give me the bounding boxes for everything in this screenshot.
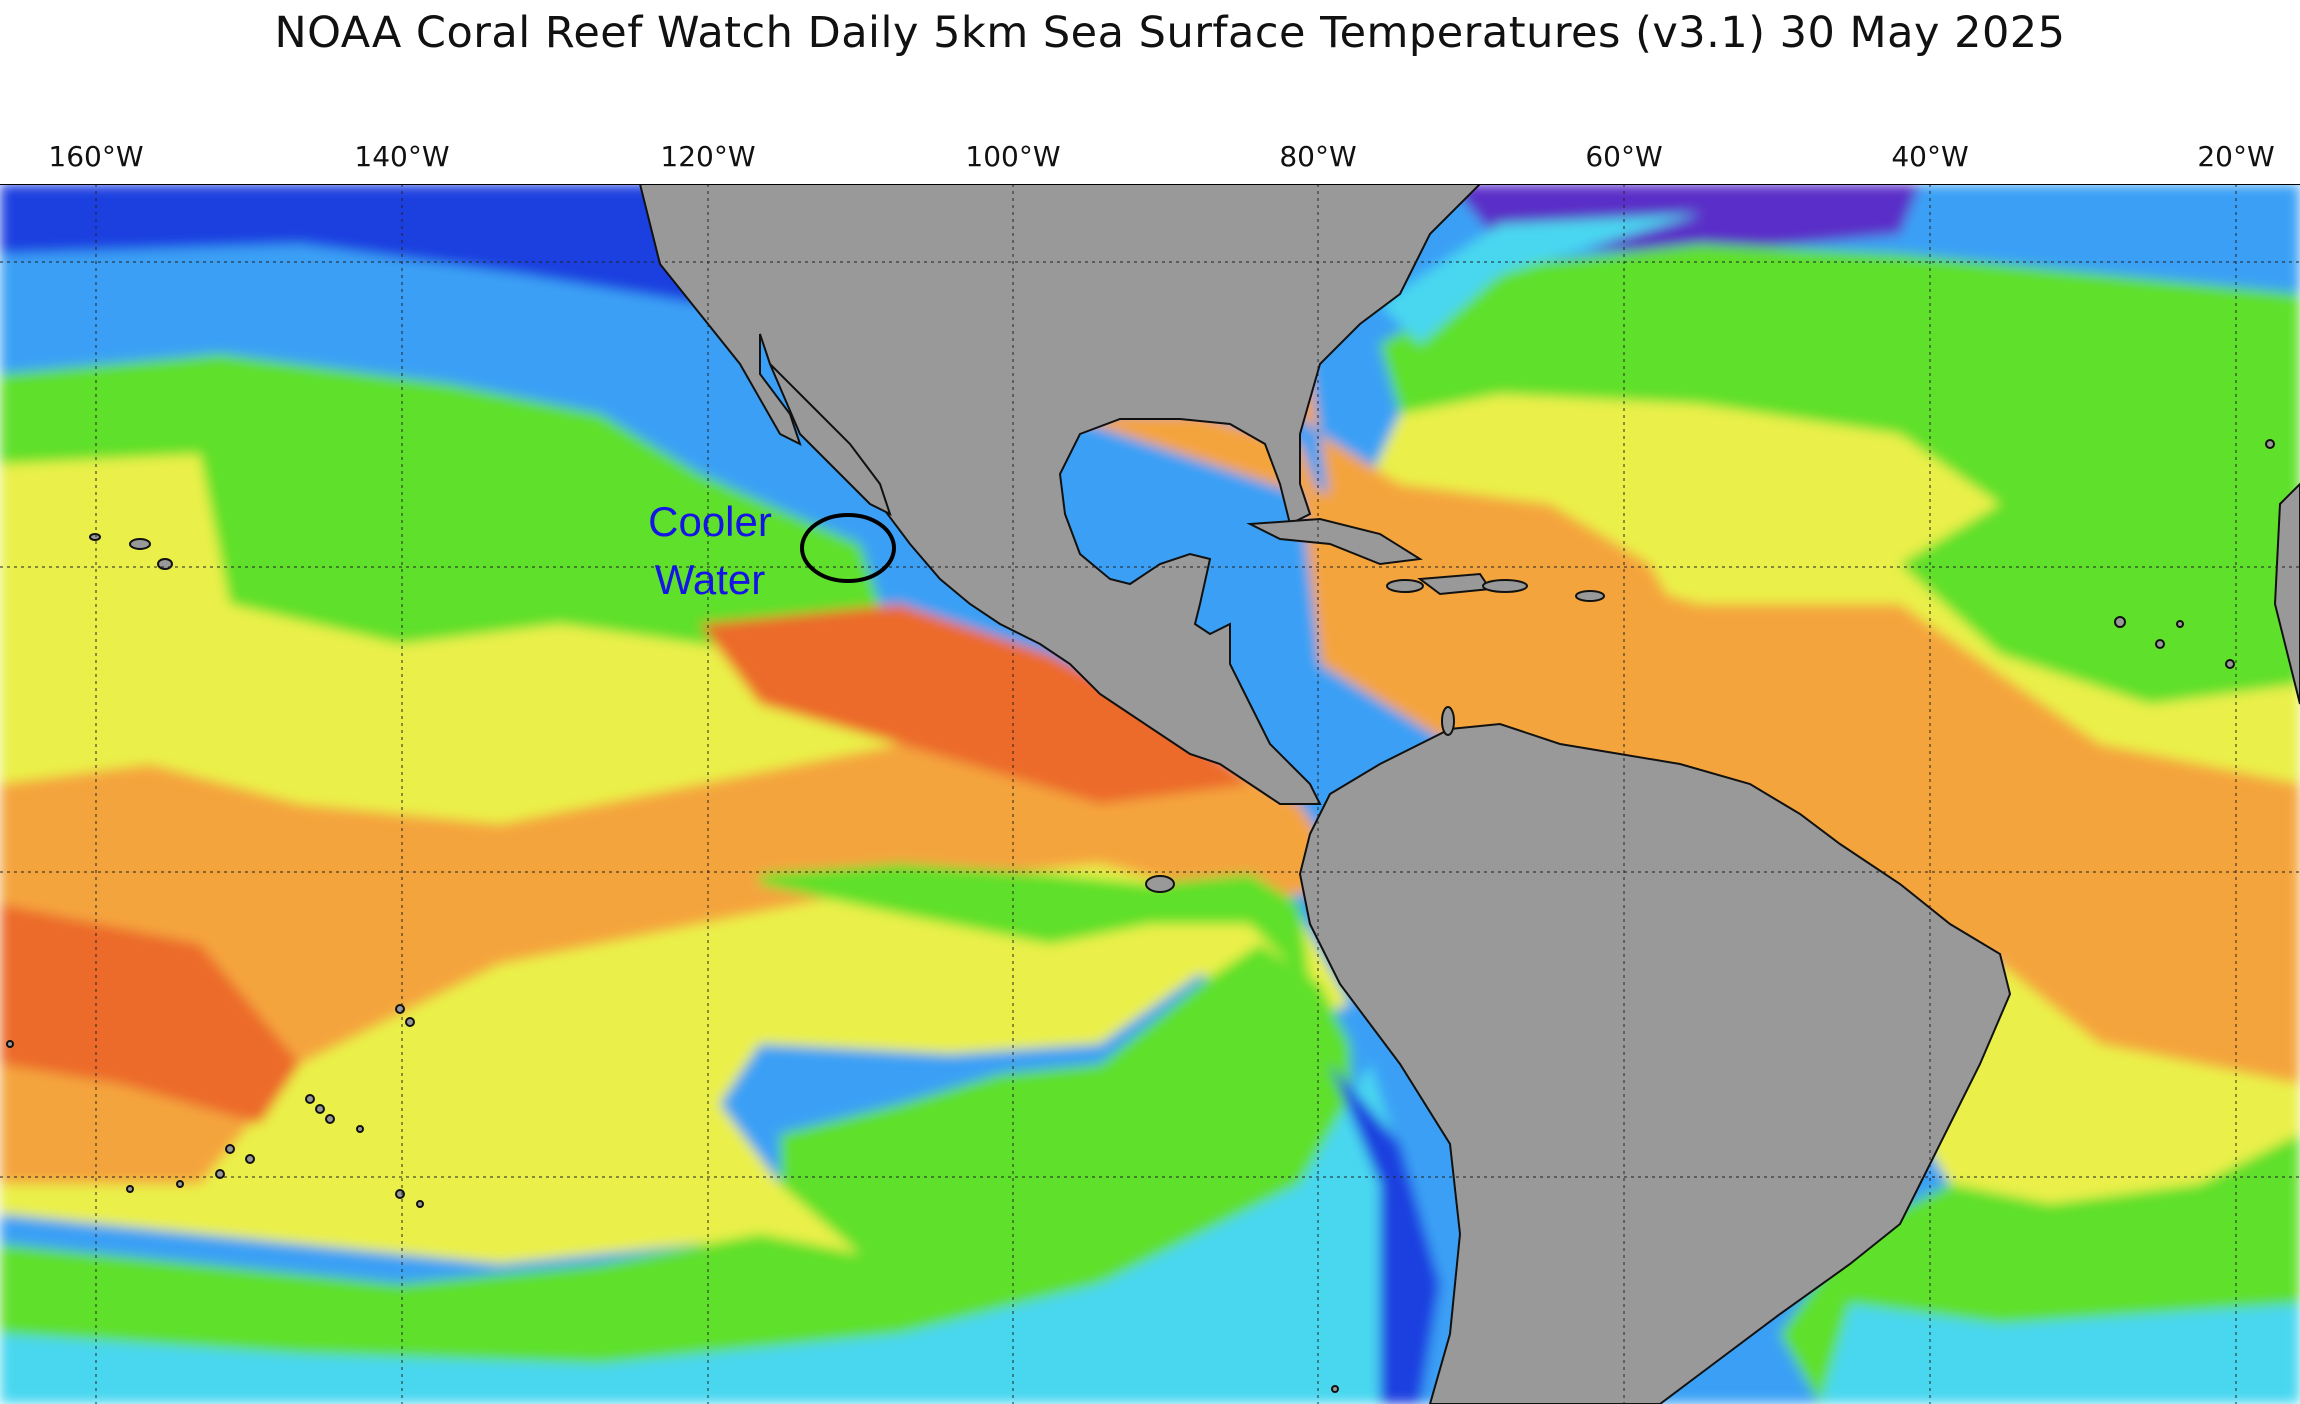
lon-label-100w: 100°W bbox=[965, 140, 1061, 173]
map-title: NOAA Coral Reef Watch Daily 5km Sea Surf… bbox=[274, 8, 2066, 58]
lon-label-40w: 40°W bbox=[1891, 140, 1969, 173]
cooler-water-circle bbox=[800, 513, 896, 583]
land bbox=[638, 184, 2300, 1404]
lon-label-140w: 140°W bbox=[354, 140, 450, 173]
islands bbox=[6, 439, 2275, 1393]
sst-map: Cooler Water bbox=[0, 184, 2300, 1404]
lon-label-80w: 80°W bbox=[1279, 140, 1357, 173]
lon-label-60w: 60°W bbox=[1585, 140, 1663, 173]
lon-label-20w: 20°W bbox=[2197, 140, 2275, 173]
annotation-line1: Cooler bbox=[648, 498, 772, 545]
annotation-line2: Water bbox=[655, 556, 765, 603]
lon-label-160w: 160°W bbox=[48, 140, 144, 173]
lon-label-120w: 120°W bbox=[660, 140, 756, 173]
grid-lines bbox=[0, 184, 2300, 1404]
